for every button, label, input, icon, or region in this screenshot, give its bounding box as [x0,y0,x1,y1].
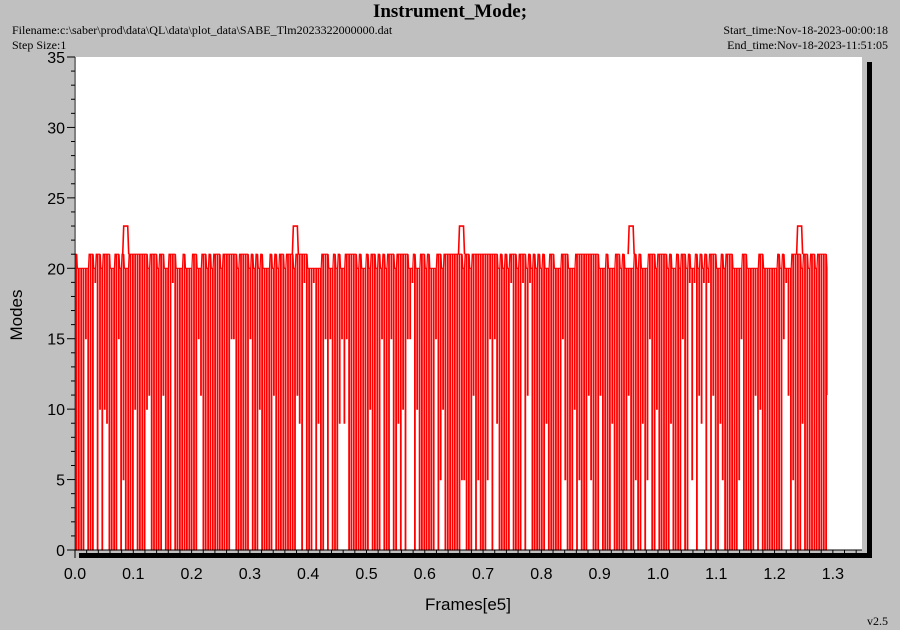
plot-shadow-right [867,62,872,558]
y-tick-label: 30 [47,120,65,137]
x-tick-label: 1.0 [647,566,669,583]
version-label: v2.5 [867,614,888,628]
x-tick-label: 0.8 [530,566,552,583]
x-tick-label: 0.3 [239,566,261,583]
series-instrument-mode [75,253,828,551]
x-axis-label: Frames[e5] [425,595,511,614]
x-tick-label: 1.1 [705,566,727,583]
spike-point [121,225,130,255]
plot-shadow-bottom [79,553,872,558]
y-tick-label: 20 [47,261,65,278]
y-tick-label: 25 [47,191,65,208]
spike-point [627,225,635,255]
x-tick-label: 0.4 [297,566,319,583]
x-tick-label: 0.5 [355,566,377,583]
y-tick-label: 0 [56,543,65,560]
spike-point [291,225,300,255]
start-time-label: Start_time:Nov-18-2023-00:00:18 [723,23,888,37]
x-tick-label: 0.2 [180,566,202,583]
x-tick-label: 0.7 [472,566,494,583]
step-size-label: Step Size:1 [12,38,67,52]
end-time-label: End_time:Nov-18-2023-11:51:05 [727,38,888,52]
x-tick-label: 0.0 [64,566,86,583]
x-tick-label: 0.1 [122,566,144,583]
y-axis-label: Modes [7,289,26,340]
x-tick-label: 1.2 [763,566,785,583]
filename-label: Filename:c:\saber\prod\data\QL\data\plot… [12,23,393,37]
spike-point [457,225,466,255]
x-tick-label: 0.9 [589,566,611,583]
y-tick-label: 10 [47,402,65,419]
y-tick-label: 15 [47,332,65,349]
y-tick-label: 5 [56,473,65,490]
chart-title: Instrument_Mode; [372,1,528,22]
y-tick-label: 35 [47,50,65,67]
x-tick-label: 0.6 [414,566,436,583]
spike-point [795,225,804,255]
x-tick-label: 1.3 [822,566,844,583]
